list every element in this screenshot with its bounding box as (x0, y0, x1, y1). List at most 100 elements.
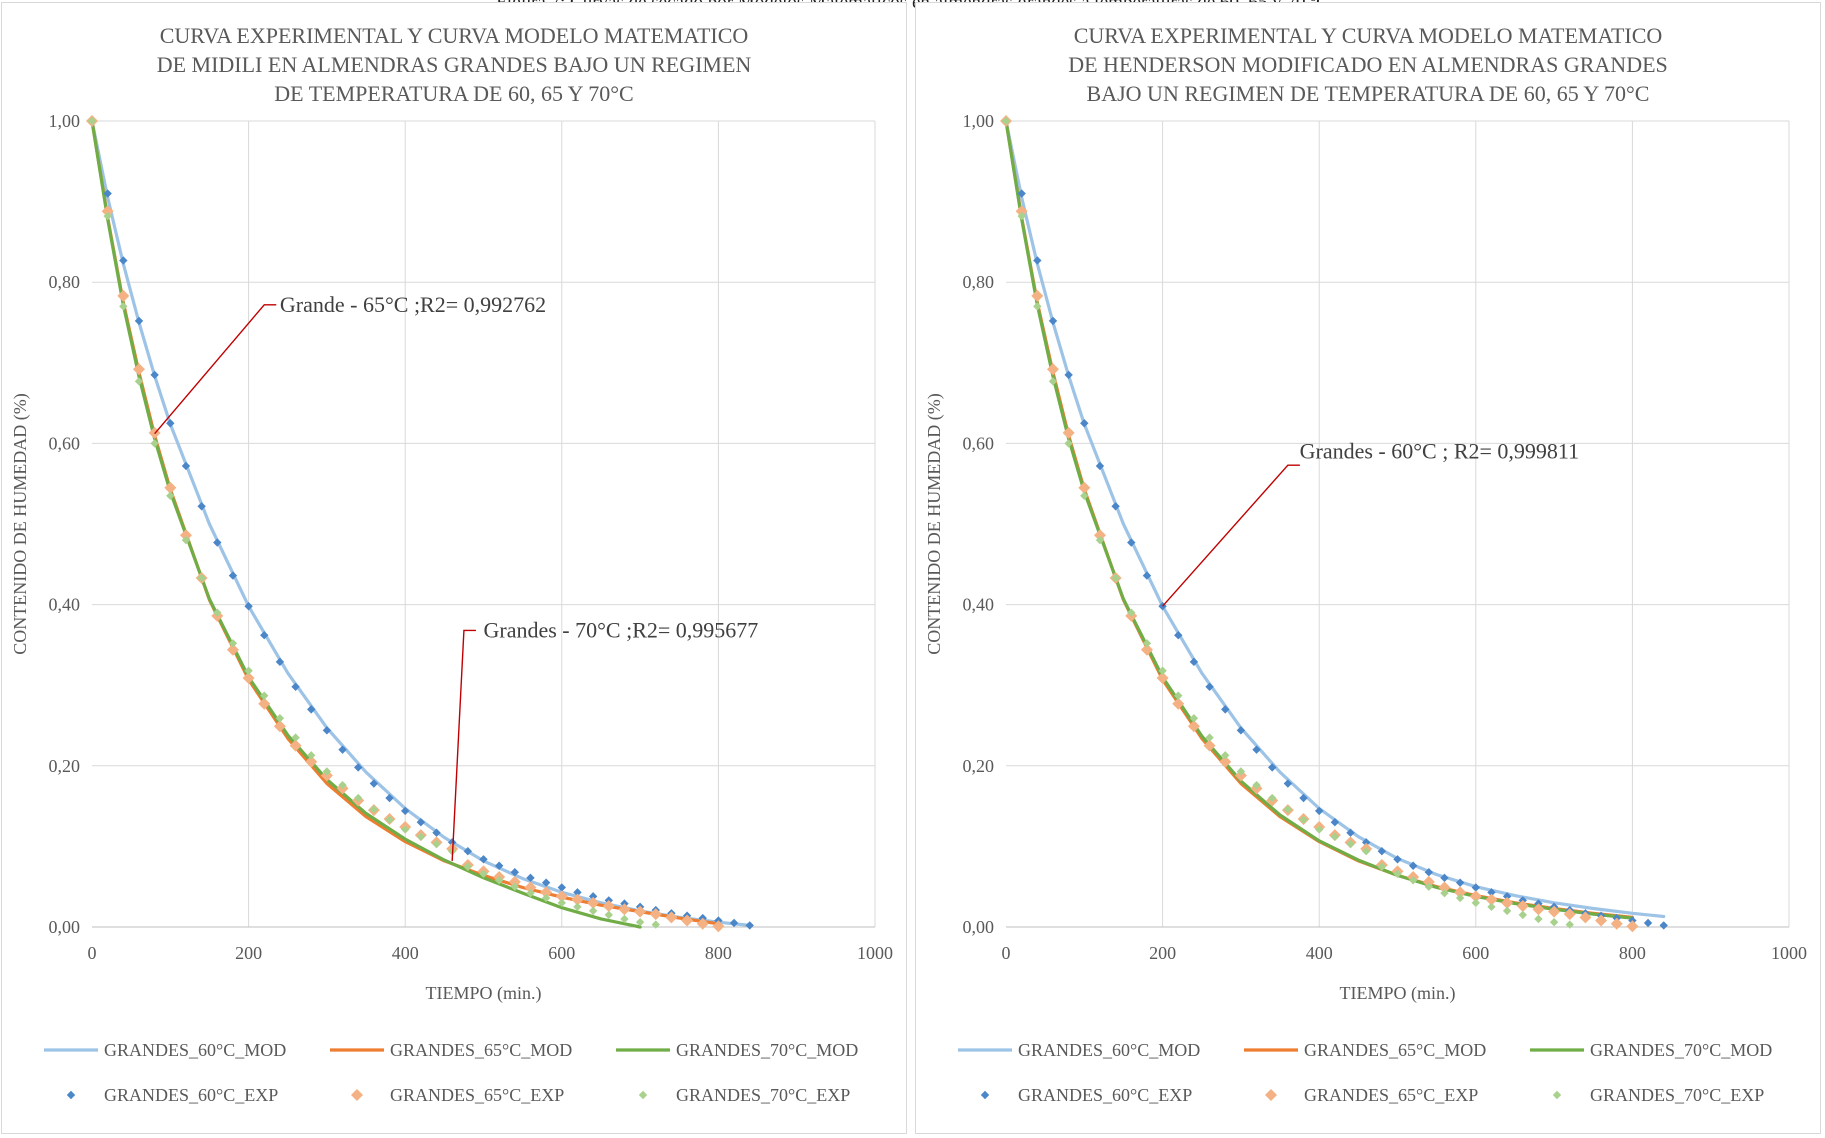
data-point-grandes-70-c-exp (463, 862, 473, 871)
data-point-grandes-65-c-exp (305, 755, 318, 768)
data-point-grandes-60-c-exp (1455, 878, 1465, 887)
data-point-grandes-65-c-exp (1093, 529, 1106, 542)
data-point-grandes-70-c-exp (432, 839, 441, 849)
legend-item-grandes-60-c-exp: GRANDES_60°C_EXP (980, 1085, 1192, 1105)
data-point-grandes-70-c-exp (573, 902, 582, 912)
x-tick-label: 600 (1462, 943, 1489, 963)
legend-item-grandes-65-c-mod: GRANDES_65°C_MOD (1244, 1040, 1486, 1060)
data-point-grandes-65-c-exp (1156, 671, 1169, 684)
legend-label: GRANDES_60°C_EXP (104, 1085, 278, 1105)
legend-swatch-marker (351, 1089, 363, 1101)
data-point-grandes-70-c-exp (541, 893, 551, 903)
data-point-grandes-65-c-exp (602, 900, 615, 913)
data-point-grandes-65-c-exp (1579, 911, 1592, 924)
data-point-grandes-60-c-exp (526, 873, 535, 883)
data-point-grandes-65-c-exp (634, 905, 647, 918)
data-point-grandes-65-c-exp (1062, 426, 1075, 439)
y-tick-label: 0,60 (49, 433, 81, 453)
data-point-grandes-70-c-exp (510, 882, 520, 891)
series-line-grandes-70-c-mod (90, 119, 642, 929)
legend-label: GRANDES_70°C_MOD (1590, 1040, 1772, 1060)
data-point-grandes-60-c-exp (369, 779, 379, 788)
data-point-grandes-70-c-exp (1487, 902, 1496, 912)
data-point-grandes-70-c-exp (635, 917, 645, 927)
data-point-grandes-70-c-exp (1252, 780, 1261, 790)
data-point-grandes-60-c-exp (338, 745, 347, 754)
data-point-grandes-60-c-exp (307, 705, 316, 714)
data-point-grandes-65-c-exp (1438, 881, 1451, 894)
data-point-grandes-65-c-exp (665, 911, 678, 924)
data-point-grandes-70-c-exp (588, 906, 598, 916)
data-point-grandes-60-c-exp (745, 921, 754, 930)
annotation-label: Grande - 65°C ;R2= 0,992762 (280, 292, 546, 317)
data-point-grandes-70-c-exp (1174, 691, 1183, 700)
chart-title: CURVA EXPERIMENTAL Y CURVA MODELO MATEMA… (1068, 23, 1668, 106)
data-point-grandes-60-c-exp (557, 883, 566, 892)
data-point-grandes-65-c-exp (1203, 739, 1216, 752)
data-point-grandes-70-c-exp (651, 920, 660, 929)
y-axis-title: CONTENIDO DE HUMEDAD (%) (924, 393, 945, 654)
series-line-grandes-60-c-mod (1004, 119, 1666, 919)
data-point-grandes-70-c-exp (1518, 910, 1527, 920)
data-point-grandes-70-c-exp (166, 491, 175, 500)
data-point-grandes-60-c-exp (401, 806, 410, 816)
data-point-grandes-65-c-exp (649, 908, 662, 921)
data-point-grandes-65-c-exp (571, 893, 584, 906)
data-point-grandes-60-c-exp (385, 793, 394, 803)
data-point-grandes-65-c-exp (226, 643, 239, 656)
data-point-grandes-65-c-exp (179, 529, 192, 542)
y-tick-label: 0,60 (963, 433, 995, 453)
chart-panel-henderson: CURVA EXPERIMENTAL Y CURVA MODELO MATEMA… (915, 2, 1821, 1134)
data-point-grandes-70-c-exp (1549, 917, 1559, 927)
data-point-grandes-65-c-exp (1140, 643, 1153, 656)
x-tick-label: 0 (1002, 943, 1011, 963)
data-point-grandes-65-c-exp (1031, 289, 1044, 302)
data-point-grandes-60-c-exp (181, 461, 191, 471)
data-point-grandes-70-c-exp (1236, 767, 1246, 776)
data-point-grandes-70-c-exp (1142, 639, 1152, 648)
data-point-grandes-70-c-exp (244, 666, 253, 675)
data-point-grandes-60-c-exp (228, 571, 238, 580)
y-tick-label: 0,40 (49, 595, 81, 615)
data-point-grandes-60-c-exp (322, 726, 332, 735)
x-axis-title: TIEMPO (min.) (1340, 983, 1456, 1004)
data-point-grandes-65-c-exp (1172, 697, 1185, 710)
data-point-grandes-60-c-exp (573, 888, 582, 897)
legend-label: GRANDES_70°C_EXP (1590, 1085, 1764, 1105)
data-point-grandes-70-c-exp (526, 888, 535, 898)
data-point-grandes-65-c-exp (289, 739, 302, 752)
data-point-grandes-65-c-exp (1454, 886, 1467, 899)
data-point-grandes-60-c-exp (134, 316, 144, 326)
y-tick-label: 1,00 (963, 111, 995, 131)
data-point-grandes-70-c-exp (620, 914, 629, 924)
data-point-grandes-60-c-exp (1283, 779, 1293, 788)
data-point-grandes-60-c-exp (213, 538, 222, 547)
data-point-grandes-70-c-exp (1502, 906, 1512, 916)
legend-item-grandes-70-c-mod: GRANDES_70°C_MOD (616, 1040, 858, 1060)
data-point-grandes-70-c-exp (604, 910, 613, 920)
data-point-grandes-70-c-exp (181, 535, 191, 545)
data-point-grandes-65-c-exp (712, 920, 725, 933)
data-point-grandes-65-c-exp (1015, 205, 1028, 218)
data-point-grandes-70-c-exp (322, 767, 332, 776)
data-point-grandes-60-c-exp (1502, 892, 1512, 901)
data-point-grandes-65-c-exp (1595, 914, 1608, 927)
chart-title-line: DE TEMPERATURA DE 60, 65 Y 70°C (274, 81, 633, 106)
data-point-grandes-65-c-exp (1516, 900, 1529, 913)
data-point-grandes-60-c-exp (1643, 918, 1653, 928)
legend-item-grandes-70-c-exp: GRANDES_70°C_EXP (638, 1085, 850, 1105)
data-point-grandes-65-c-exp (1563, 908, 1576, 921)
y-axis-title: CONTENIDO DE HUMEDAD (%) (10, 393, 31, 654)
legend-item-grandes-60-c-exp: GRANDES_60°C_EXP (66, 1085, 278, 1105)
data-point-grandes-60-c-exp (447, 838, 457, 847)
data-point-grandes-60-c-exp (1189, 657, 1199, 667)
data-point-grandes-65-c-exp (1532, 903, 1545, 916)
data-point-grandes-70-c-exp (1221, 751, 1230, 760)
x-tick-label: 0 (88, 943, 97, 963)
data-point-grandes-65-c-exp (540, 886, 553, 899)
chart-title-line: BAJO UN REGIMEN DE TEMPERATURA DE 60, 65… (1087, 81, 1650, 106)
y-tick-label: 0,40 (963, 595, 995, 615)
data-point-grandes-60-c-exp (1471, 883, 1480, 892)
y-tick-label: 0,00 (49, 917, 81, 937)
y-tick-label: 0,00 (963, 917, 995, 937)
